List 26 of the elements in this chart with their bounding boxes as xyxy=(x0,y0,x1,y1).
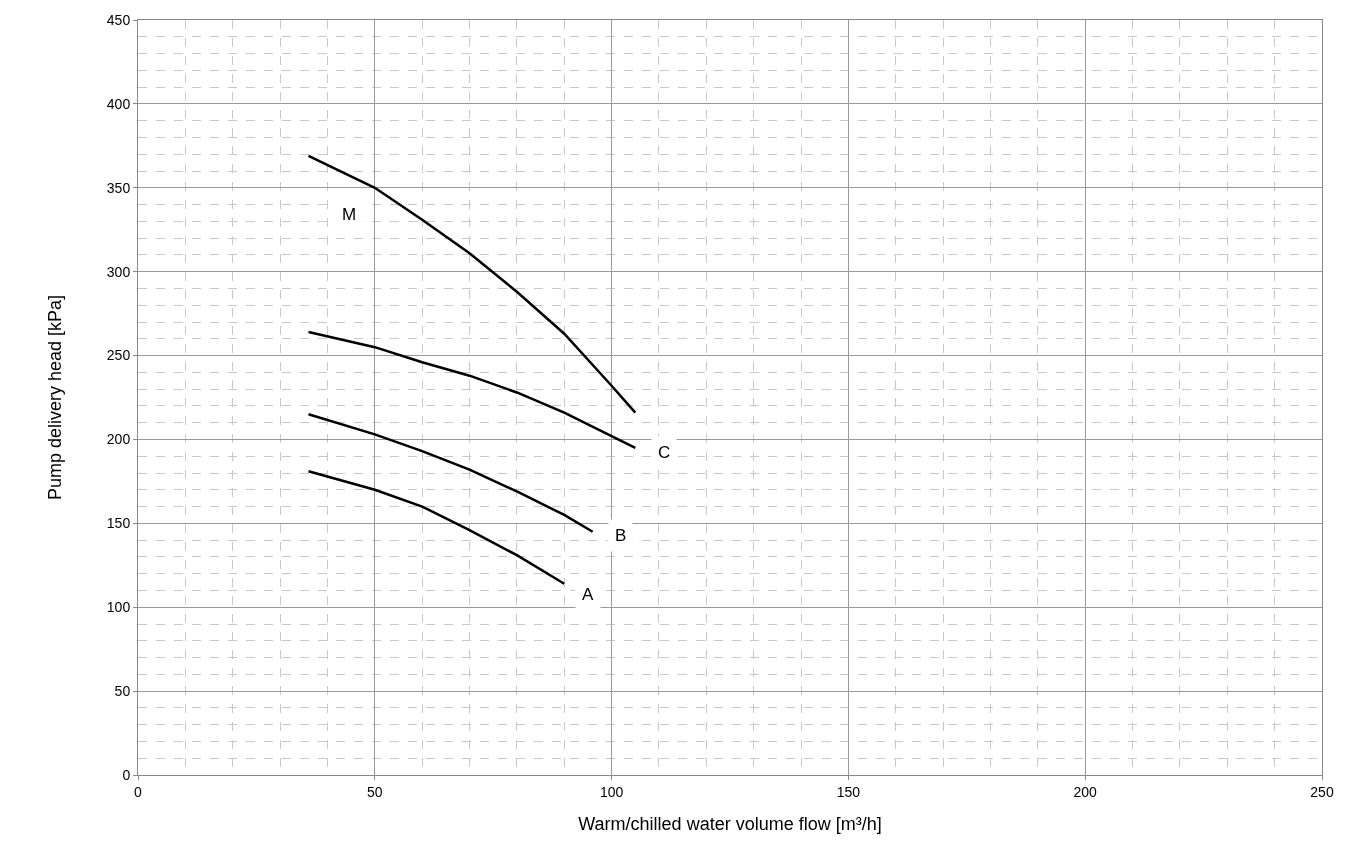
y-tick-label: 250 xyxy=(106,347,131,364)
y-axis-title: Pump delivery head [kPa] xyxy=(45,294,66,501)
y-tick-label: 400 xyxy=(106,95,131,112)
annotation: A xyxy=(582,585,594,604)
y-tick-label: 350 xyxy=(106,179,131,196)
line-series xyxy=(307,330,637,450)
y-tick-label: 50 xyxy=(114,683,131,700)
y-tick-label: 450 xyxy=(106,11,131,28)
line-series xyxy=(307,413,594,533)
x-tick-label: 100 xyxy=(599,783,624,800)
annotation: M xyxy=(342,205,357,224)
annotation: C xyxy=(658,443,671,462)
line-series xyxy=(307,470,566,585)
y-tick-label: 200 xyxy=(106,431,131,448)
x-tick-label: 150 xyxy=(836,783,861,800)
x-tick-label: 50 xyxy=(367,783,383,800)
y-tick-label: 100 xyxy=(106,599,131,616)
x-tick-label: 0 xyxy=(134,783,143,800)
line-series xyxy=(307,154,637,414)
x-tick-label: 250 xyxy=(1310,783,1334,800)
x-tick-label: 200 xyxy=(1073,783,1098,800)
x-axis-title: Warm/chilled water volume flow [m³/h] xyxy=(578,813,882,834)
y-tick-label: 0 xyxy=(122,766,131,783)
y-tick-label: 150 xyxy=(106,515,131,532)
y-tick-label: 300 xyxy=(106,263,131,280)
annotation: B xyxy=(615,526,627,545)
